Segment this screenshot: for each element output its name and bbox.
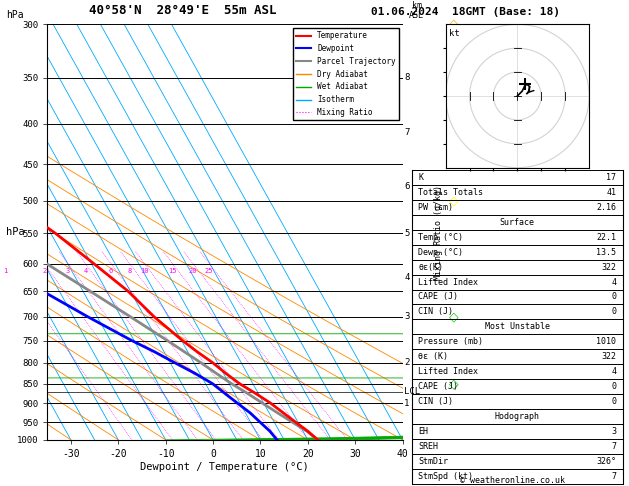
Text: 17: 17 <box>606 173 616 182</box>
Text: 7: 7 <box>404 128 409 137</box>
Text: 3: 3 <box>404 312 409 321</box>
Legend: Temperature, Dewpoint, Parcel Trajectory, Dry Adiabat, Wet Adiabat, Isotherm, Mi: Temperature, Dewpoint, Parcel Trajectory… <box>292 28 399 120</box>
Text: 2: 2 <box>404 358 409 367</box>
Text: 5: 5 <box>404 229 409 238</box>
Text: Lifted Index: Lifted Index <box>418 278 478 287</box>
Text: Temp (°C): Temp (°C) <box>418 233 464 242</box>
Text: 2.16: 2.16 <box>596 203 616 212</box>
Text: CAPE (J): CAPE (J) <box>418 293 459 301</box>
Text: 41: 41 <box>606 188 616 197</box>
Text: Hodograph: Hodograph <box>495 412 540 421</box>
Text: Pressure (mb): Pressure (mb) <box>418 337 483 346</box>
Text: Dewp (°C): Dewp (°C) <box>418 248 464 257</box>
Text: hPa: hPa <box>6 227 25 237</box>
Text: 13.5: 13.5 <box>596 248 616 257</box>
Text: Lifted Index: Lifted Index <box>418 367 478 376</box>
Text: 7: 7 <box>611 471 616 481</box>
Text: Totals Totals: Totals Totals <box>418 188 483 197</box>
Text: 22.1: 22.1 <box>596 233 616 242</box>
Text: 4: 4 <box>404 273 409 282</box>
Text: PW (cm): PW (cm) <box>418 203 454 212</box>
Text: 0: 0 <box>611 397 616 406</box>
Text: ◇: ◇ <box>449 377 459 390</box>
Text: 0: 0 <box>611 382 616 391</box>
Text: 8: 8 <box>128 268 131 274</box>
Text: hPa: hPa <box>6 10 24 20</box>
Text: θε(K): θε(K) <box>418 262 443 272</box>
Text: CIN (J): CIN (J) <box>418 397 454 406</box>
Text: km
ASL: km ASL <box>409 1 425 20</box>
Text: © weatheronline.co.uk: © weatheronline.co.uk <box>460 476 565 485</box>
Text: 01.06.2024  18GMT (Base: 18): 01.06.2024 18GMT (Base: 18) <box>371 7 560 17</box>
X-axis label: Dewpoint / Temperature (°C): Dewpoint / Temperature (°C) <box>140 462 309 471</box>
Text: 1: 1 <box>4 268 8 274</box>
Text: StmDir: StmDir <box>418 457 448 466</box>
Text: SREH: SREH <box>418 442 438 451</box>
Text: 4: 4 <box>611 367 616 376</box>
Text: 322: 322 <box>601 262 616 272</box>
Text: StmSpd (kt): StmSpd (kt) <box>418 471 473 481</box>
Text: 7: 7 <box>611 442 616 451</box>
Text: 20: 20 <box>189 268 197 274</box>
Text: ◇: ◇ <box>449 310 459 323</box>
Text: ◇: ◇ <box>449 18 459 31</box>
Text: CIN (J): CIN (J) <box>418 308 454 316</box>
Text: 6: 6 <box>109 268 113 274</box>
Text: 322: 322 <box>601 352 616 361</box>
Text: ◇: ◇ <box>449 194 459 207</box>
Text: 6: 6 <box>404 182 409 191</box>
Text: ◇: ◇ <box>449 71 459 84</box>
Text: K: K <box>418 173 423 182</box>
Text: 2: 2 <box>42 268 47 274</box>
Text: 1010: 1010 <box>596 337 616 346</box>
Text: 0: 0 <box>611 308 616 316</box>
Text: CAPE (J): CAPE (J) <box>418 382 459 391</box>
Text: 25: 25 <box>205 268 213 274</box>
Text: 10: 10 <box>140 268 148 274</box>
Text: 40°58'N  28°49'E  55m ASL: 40°58'N 28°49'E 55m ASL <box>89 4 276 17</box>
Text: θε (K): θε (K) <box>418 352 448 361</box>
Text: Surface: Surface <box>500 218 535 227</box>
Text: 15: 15 <box>168 268 177 274</box>
Text: Mixing Ratio (g/kg): Mixing Ratio (g/kg) <box>433 185 443 279</box>
Text: 3: 3 <box>611 427 616 436</box>
Text: 4: 4 <box>611 278 616 287</box>
Text: EH: EH <box>418 427 428 436</box>
Text: 1: 1 <box>404 399 409 408</box>
Text: 0: 0 <box>611 293 616 301</box>
Text: Most Unstable: Most Unstable <box>485 322 550 331</box>
Text: kt: kt <box>448 29 459 37</box>
Text: LCL: LCL <box>404 387 420 396</box>
Text: 4: 4 <box>83 268 87 274</box>
Text: 8: 8 <box>404 73 409 82</box>
Text: 326°: 326° <box>596 457 616 466</box>
Text: 3: 3 <box>66 268 70 274</box>
